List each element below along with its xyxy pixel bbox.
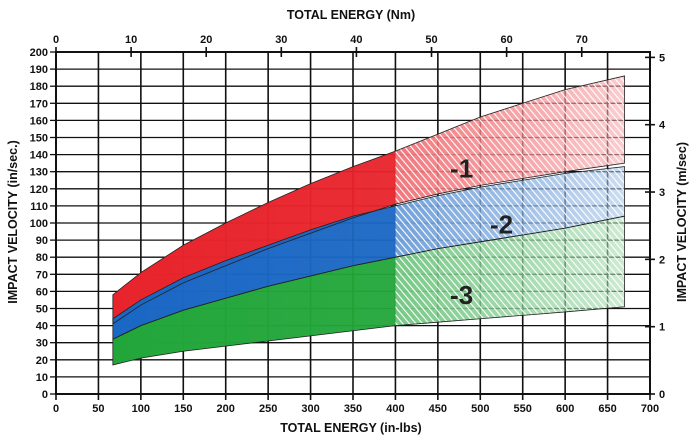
bottom-tick-label-10: 500 — [471, 403, 489, 415]
left-tick-label-10: 100 — [30, 218, 48, 230]
top-tick-label-7: 70 — [576, 34, 588, 46]
bottom-tick-label-7: 350 — [344, 403, 362, 415]
band-outlines — [112, 75, 625, 366]
left-tick-label-3: 30 — [36, 338, 48, 350]
top-axis-title: TOTAL ENERGY (Nm) — [287, 8, 415, 22]
band-label-0: -1 — [450, 153, 473, 183]
left-tick-label-7: 70 — [36, 269, 48, 281]
right-tick-label-1: 1 — [659, 322, 665, 334]
left-tick-label-5: 50 — [36, 304, 48, 316]
left-tick-label-8: 80 — [36, 252, 48, 264]
top-tick-label-5: 50 — [425, 34, 437, 46]
bottom-tick-label-13: 650 — [598, 403, 616, 415]
right-tick-label-5: 5 — [659, 52, 665, 64]
right-tick-label-3: 3 — [659, 187, 665, 199]
left-tick-label-17: 170 — [30, 98, 48, 110]
right-tick-label-0: 0 — [659, 389, 665, 401]
bottom-tick-label-4: 200 — [217, 403, 235, 415]
left-tick-label-19: 190 — [30, 64, 48, 76]
bottom-tick-label-6: 300 — [301, 403, 319, 415]
axes — [50, 47, 655, 400]
band-label-1: -2 — [490, 210, 513, 240]
tick-labels: 0 50 100 150 200 250 300 350 400 450 500 550 600 650 7… — [30, 34, 666, 415]
bottom-tick-label-5: 250 — [259, 403, 277, 415]
bottom-tick-label-12: 600 — [556, 403, 574, 415]
outline-series-1 — [112, 75, 625, 325]
left-axis-title: IMPACT VELOCITY (in/sec.) — [6, 140, 20, 303]
left-tick-label-4: 40 — [36, 321, 48, 333]
top-tick-label-0: 0 — [53, 34, 59, 46]
left-tick-label-1: 10 — [36, 372, 48, 384]
bottom-tick-label-9: 450 — [429, 403, 447, 415]
left-tick-label-0: 0 — [42, 389, 48, 401]
band-labels: -1 -2 -3 — [450, 153, 513, 310]
left-tick-label-6: 60 — [36, 286, 48, 298]
band-label-2: -3 — [450, 280, 473, 310]
bottom-tick-label-1: 50 — [92, 403, 104, 415]
bottom-axis-title: TOTAL ENERGY (in-lbs) — [280, 421, 421, 435]
left-tick-label-16: 160 — [30, 115, 48, 127]
left-tick-label-14: 140 — [30, 150, 48, 162]
right-tick-label-4: 4 — [659, 120, 666, 132]
top-tick-label-6: 60 — [501, 34, 513, 46]
outline-series-3 — [112, 215, 625, 366]
bottom-tick-label-14: 700 — [641, 403, 659, 415]
top-tick-label-4: 40 — [350, 34, 362, 46]
left-tick-label-2: 20 — [36, 355, 48, 367]
top-tick-label-2: 20 — [200, 34, 212, 46]
left-tick-label-18: 180 — [30, 81, 48, 93]
left-tick-label-13: 130 — [30, 167, 48, 179]
left-tick-label-15: 150 — [30, 133, 48, 145]
left-tick-label-20: 200 — [30, 47, 48, 59]
top-tick-label-3: 30 — [275, 34, 287, 46]
bottom-tick-label-11: 550 — [514, 403, 532, 415]
left-tick-label-12: 120 — [30, 184, 48, 196]
bottom-tick-label-2: 100 — [132, 403, 150, 415]
bottom-tick-label-0: 0 — [53, 403, 59, 415]
bottom-tick-label-8: 400 — [386, 403, 404, 415]
top-tick-label-1: 10 — [125, 34, 137, 46]
left-tick-label-11: 110 — [30, 201, 48, 213]
right-tick-label-2: 2 — [659, 254, 665, 266]
right-axis-title: IMPACT VELOCITY (m/sec) — [675, 142, 689, 302]
left-tick-label-9: 90 — [36, 235, 48, 247]
bottom-tick-label-3: 150 — [174, 403, 192, 415]
